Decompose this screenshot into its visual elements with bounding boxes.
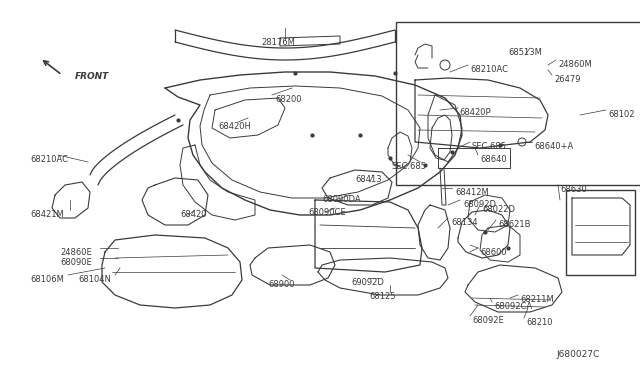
Text: 68210AC: 68210AC — [30, 155, 68, 164]
Text: 28176M: 28176M — [261, 38, 295, 47]
Text: FRONT: FRONT — [75, 72, 109, 81]
Text: 68200: 68200 — [275, 95, 301, 104]
Text: 68600: 68600 — [480, 248, 507, 257]
Text: 68421M: 68421M — [30, 210, 64, 219]
Text: 68640: 68640 — [480, 155, 507, 164]
Text: 68420: 68420 — [180, 210, 207, 219]
Text: 68102: 68102 — [608, 110, 634, 119]
Text: 68090CE: 68090CE — [308, 208, 346, 217]
Text: 68092CA: 68092CA — [494, 302, 532, 311]
Text: SEC.685: SEC.685 — [472, 142, 507, 151]
Text: 68092E: 68092E — [472, 316, 504, 325]
Text: J680027C: J680027C — [556, 350, 599, 359]
Text: 68412M: 68412M — [455, 188, 489, 197]
Text: 68210: 68210 — [526, 318, 552, 327]
Text: 68513M: 68513M — [508, 48, 542, 57]
Text: 68125: 68125 — [369, 292, 396, 301]
Text: 68134: 68134 — [451, 218, 477, 227]
Text: 68090DA: 68090DA — [322, 195, 360, 204]
Bar — [396, 22, 640, 185]
Text: 26479: 26479 — [554, 75, 580, 84]
Text: 24860E: 24860E — [60, 248, 92, 257]
Text: 68022D: 68022D — [482, 205, 515, 214]
Text: 68104N: 68104N — [78, 275, 111, 284]
Text: 68090E: 68090E — [60, 258, 92, 267]
Text: 68900: 68900 — [268, 280, 294, 289]
Text: SEC.685: SEC.685 — [392, 162, 427, 171]
Text: 68640+A: 68640+A — [534, 142, 573, 151]
Text: 68210AC: 68210AC — [470, 65, 508, 74]
Text: 68630: 68630 — [560, 185, 587, 194]
Text: 68211M: 68211M — [520, 295, 554, 304]
Bar — [566, 190, 635, 275]
Text: 24860M: 24860M — [558, 60, 592, 69]
Text: 68420H: 68420H — [218, 122, 251, 131]
Text: 68413: 68413 — [355, 175, 381, 184]
Text: 69092D: 69092D — [351, 278, 384, 287]
Text: 68420P: 68420P — [459, 108, 491, 117]
Text: 68621B: 68621B — [498, 220, 531, 229]
Text: 68092D: 68092D — [463, 200, 496, 209]
Text: 68106M: 68106M — [30, 275, 64, 284]
